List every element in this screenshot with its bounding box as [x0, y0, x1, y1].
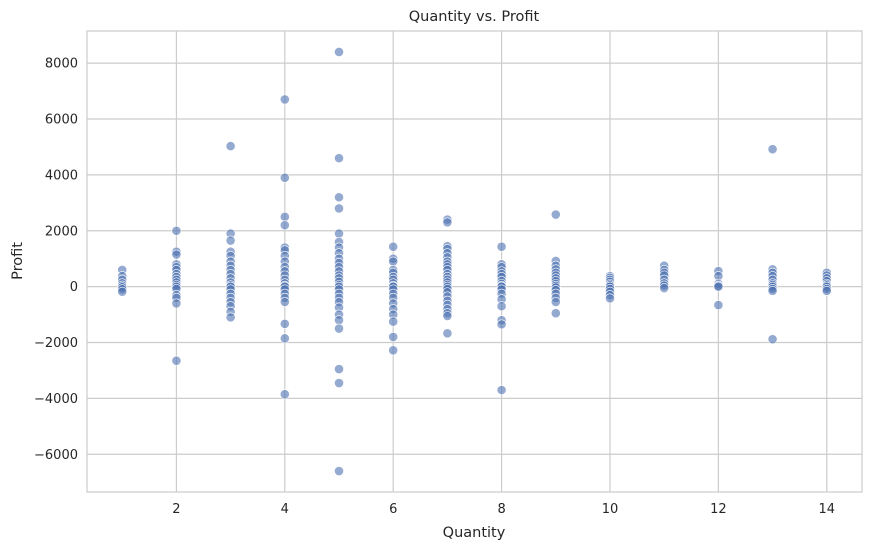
x-tick-label: 10 [602, 502, 619, 517]
data-point [334, 203, 344, 214]
x-tick-labels: 2 4 6 8 10 12 14 [172, 502, 835, 517]
data-point [767, 285, 778, 296]
y-tick-label: −4000 [34, 392, 78, 407]
data-point [496, 385, 507, 395]
data-point [279, 172, 290, 183]
plot-frame [86, 30, 863, 493]
data-point [171, 298, 182, 309]
data-point [171, 355, 182, 366]
data-point [334, 192, 344, 203]
x-tick-label: 4 [281, 502, 289, 517]
x-axis-label: Quantity [443, 525, 506, 541]
x-tick-label: 8 [497, 502, 505, 517]
data-point [334, 228, 344, 239]
data-point [496, 241, 507, 252]
data-point [659, 283, 670, 293]
y-tick-label: −2000 [34, 336, 78, 351]
data-point [550, 209, 561, 220]
data-point [767, 334, 778, 345]
data-point [225, 312, 236, 323]
data-point [605, 293, 615, 304]
data-point [388, 256, 399, 267]
data-point [334, 323, 344, 334]
data-point [496, 301, 507, 312]
data-point [388, 316, 399, 327]
x-tick-label: 12 [710, 502, 727, 517]
data-point [117, 286, 128, 297]
data-point [442, 217, 453, 228]
data-point [550, 297, 561, 307]
y-tick-labels: −6000 −4000 −2000 0 2000 4000 6000 8000 [34, 57, 78, 463]
x-tick-label: 14 [818, 502, 835, 517]
data-point [496, 319, 507, 330]
data-point [713, 300, 724, 310]
data-point [225, 235, 236, 246]
data-point [279, 389, 290, 400]
data-points [117, 47, 832, 476]
y-tick-label: 0 [70, 280, 78, 295]
grid [87, 31, 862, 492]
data-point [388, 241, 399, 252]
data-point [279, 211, 290, 222]
data-point [334, 315, 344, 326]
data-point [334, 153, 344, 164]
x-tick-label: 2 [172, 502, 180, 517]
data-point [388, 345, 399, 356]
data-point [713, 281, 724, 292]
data-point [279, 318, 290, 329]
data-point [171, 225, 182, 236]
y-tick-label: 2000 [45, 224, 78, 239]
y-tick-label: −6000 [34, 448, 78, 463]
data-point [225, 141, 236, 152]
data-point [334, 47, 344, 57]
data-point [279, 297, 290, 307]
data-point [442, 328, 453, 339]
y-axis-label: Profit [10, 242, 26, 280]
data-point [279, 94, 290, 105]
data-point [334, 378, 344, 388]
data-point [334, 364, 344, 374]
data-point [550, 308, 561, 319]
data-point [334, 466, 344, 476]
data-point [442, 311, 453, 321]
data-point [171, 249, 182, 260]
y-tick-label: 4000 [45, 168, 78, 183]
data-point [279, 333, 290, 344]
chart-title: Quantity vs. Profit [409, 9, 540, 25]
x-tick-label: 6 [389, 502, 397, 517]
y-tick-label: 6000 [45, 113, 78, 128]
data-point [279, 220, 290, 231]
data-point [821, 285, 832, 296]
y-tick-label: 8000 [45, 57, 78, 72]
data-point [767, 144, 778, 155]
data-point [388, 332, 399, 342]
